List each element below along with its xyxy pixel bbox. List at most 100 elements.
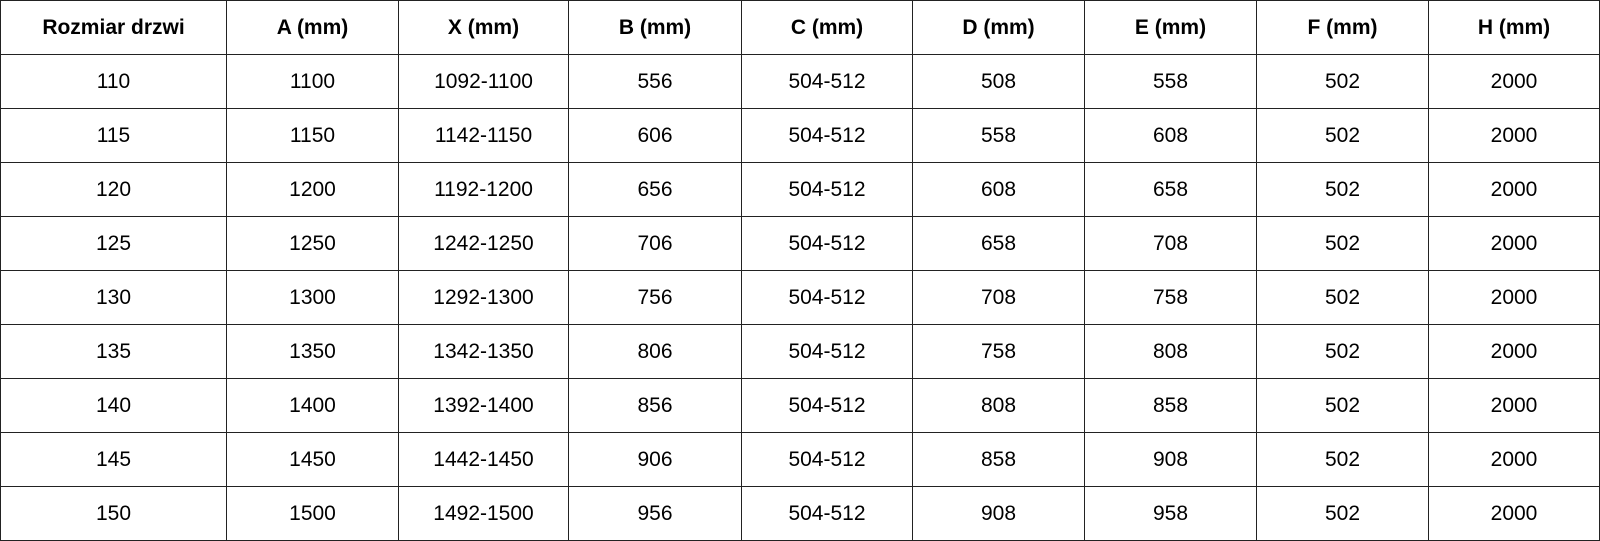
column-header: E (mm)	[1084, 0, 1257, 55]
column-header: F (mm)	[1256, 0, 1429, 55]
table-cell: 504-512	[741, 270, 913, 325]
table-cell: 656	[568, 162, 742, 217]
table-row: 125 1250 1242-1250 706 504-512 658 708 502 2000	[0, 216, 1600, 271]
table-cell: 504-512	[741, 54, 913, 109]
table-cell: 504-512	[741, 378, 913, 433]
table-cell: 808	[1084, 324, 1257, 379]
table-cell: 125	[0, 216, 227, 271]
table-cell: 958	[1084, 486, 1257, 541]
table-cell: 1342-1350	[398, 324, 569, 379]
table-row: 110 1100 1092-1100 556 504-512 508 558 502 2000	[0, 54, 1600, 109]
table-cell: 1192-1200	[398, 162, 569, 217]
table-cell: 504-512	[741, 324, 913, 379]
table-cell: 606	[568, 108, 742, 163]
column-header: D (mm)	[912, 0, 1085, 55]
table-cell: 858	[912, 432, 1085, 487]
column-header: Rozmiar drzwi	[0, 0, 227, 55]
table-cell: 2000	[1428, 216, 1600, 271]
table-cell: 150	[0, 486, 227, 541]
table-cell: 856	[568, 378, 742, 433]
table-cell: 608	[912, 162, 1085, 217]
table-cell: 502	[1256, 54, 1429, 109]
table-cell: 1492-1500	[398, 486, 569, 541]
table-cell: 130	[0, 270, 227, 325]
table-cell: 1242-1250	[398, 216, 569, 271]
column-header: B (mm)	[568, 0, 742, 55]
table-cell: 135	[0, 324, 227, 379]
column-header: A (mm)	[226, 0, 399, 55]
table-cell: 140	[0, 378, 227, 433]
table-row: 140 1400 1392-1400 856 504-512 808 858 502 2000	[0, 378, 1600, 433]
table-cell: 145	[0, 432, 227, 487]
table-cell: 1500	[226, 486, 399, 541]
table-row: 145 1450 1442-1450 906 504-512 858 908 502 2000	[0, 432, 1600, 487]
table-cell: 1200	[226, 162, 399, 217]
table-cell: 504-512	[741, 162, 913, 217]
table-row: 150 1500 1492-1500 956 504-512 908 958 502 2000	[0, 486, 1600, 541]
table-cell: 502	[1256, 378, 1429, 433]
table-cell: 502	[1256, 486, 1429, 541]
table-cell: 608	[1084, 108, 1257, 163]
table-cell: 504-512	[741, 108, 913, 163]
table-cell: 110	[0, 54, 227, 109]
table-cell: 758	[912, 324, 1085, 379]
table-cell: 956	[568, 486, 742, 541]
table-cell: 558	[912, 108, 1085, 163]
table-cell: 758	[1084, 270, 1257, 325]
column-header: X (mm)	[398, 0, 569, 55]
table-cell: 1442-1450	[398, 432, 569, 487]
table-cell: 504-512	[741, 432, 913, 487]
table-cell: 115	[0, 108, 227, 163]
table-cell: 806	[568, 324, 742, 379]
table-cell: 908	[912, 486, 1085, 541]
table-cell: 2000	[1428, 378, 1600, 433]
table-row: 115 1150 1142-1150 606 504-512 558 608 502 2000	[0, 108, 1600, 163]
table-cell: 504-512	[741, 216, 913, 271]
table-cell: 502	[1256, 432, 1429, 487]
table-cell: 858	[1084, 378, 1257, 433]
table-cell: 502	[1256, 270, 1429, 325]
table-cell: 708	[912, 270, 1085, 325]
column-header: H (mm)	[1428, 0, 1600, 55]
table-row: 130 1300 1292-1300 756 504-512 708 758 502 2000	[0, 270, 1600, 325]
table-cell: 1400	[226, 378, 399, 433]
table-cell: 502	[1256, 216, 1429, 271]
table-cell: 2000	[1428, 162, 1600, 217]
table-cell: 1450	[226, 432, 399, 487]
table-cell: 2000	[1428, 324, 1600, 379]
table-cell: 808	[912, 378, 1085, 433]
table-cell: 1150	[226, 108, 399, 163]
table-cell: 706	[568, 216, 742, 271]
table-cell: 502	[1256, 324, 1429, 379]
table-cell: 2000	[1428, 432, 1600, 487]
table-cell: 2000	[1428, 486, 1600, 541]
table-row: 120 1200 1192-1200 656 504-512 608 658 502 2000	[0, 162, 1600, 217]
table-cell: 756	[568, 270, 742, 325]
table-cell: 1392-1400	[398, 378, 569, 433]
table-cell: 502	[1256, 162, 1429, 217]
table-cell: 1092-1100	[398, 54, 569, 109]
table-cell: 556	[568, 54, 742, 109]
table-cell: 1350	[226, 324, 399, 379]
table-cell: 658	[1084, 162, 1257, 217]
table-cell: 2000	[1428, 270, 1600, 325]
table-row: 135 1350 1342-1350 806 504-512 758 808 502 2000	[0, 324, 1600, 379]
table-cell: 1250	[226, 216, 399, 271]
table-cell: 508	[912, 54, 1085, 109]
table-cell: 1300	[226, 270, 399, 325]
table-cell: 658	[912, 216, 1085, 271]
table-cell: 504-512	[741, 486, 913, 541]
table-cell: 2000	[1428, 54, 1600, 109]
column-header: C (mm)	[741, 0, 913, 55]
table-cell: 558	[1084, 54, 1257, 109]
table-cell: 708	[1084, 216, 1257, 271]
table-cell: 2000	[1428, 108, 1600, 163]
table-cell: 120	[0, 162, 227, 217]
table-cell: 1292-1300	[398, 270, 569, 325]
table-cell: 908	[1084, 432, 1257, 487]
table-cell: 502	[1256, 108, 1429, 163]
header-row: Rozmiar drzwi A (mm) X (mm) B (mm) C (mm) D (…	[0, 0, 1600, 55]
table-cell: 1100	[226, 54, 399, 109]
table-cell: 906	[568, 432, 742, 487]
